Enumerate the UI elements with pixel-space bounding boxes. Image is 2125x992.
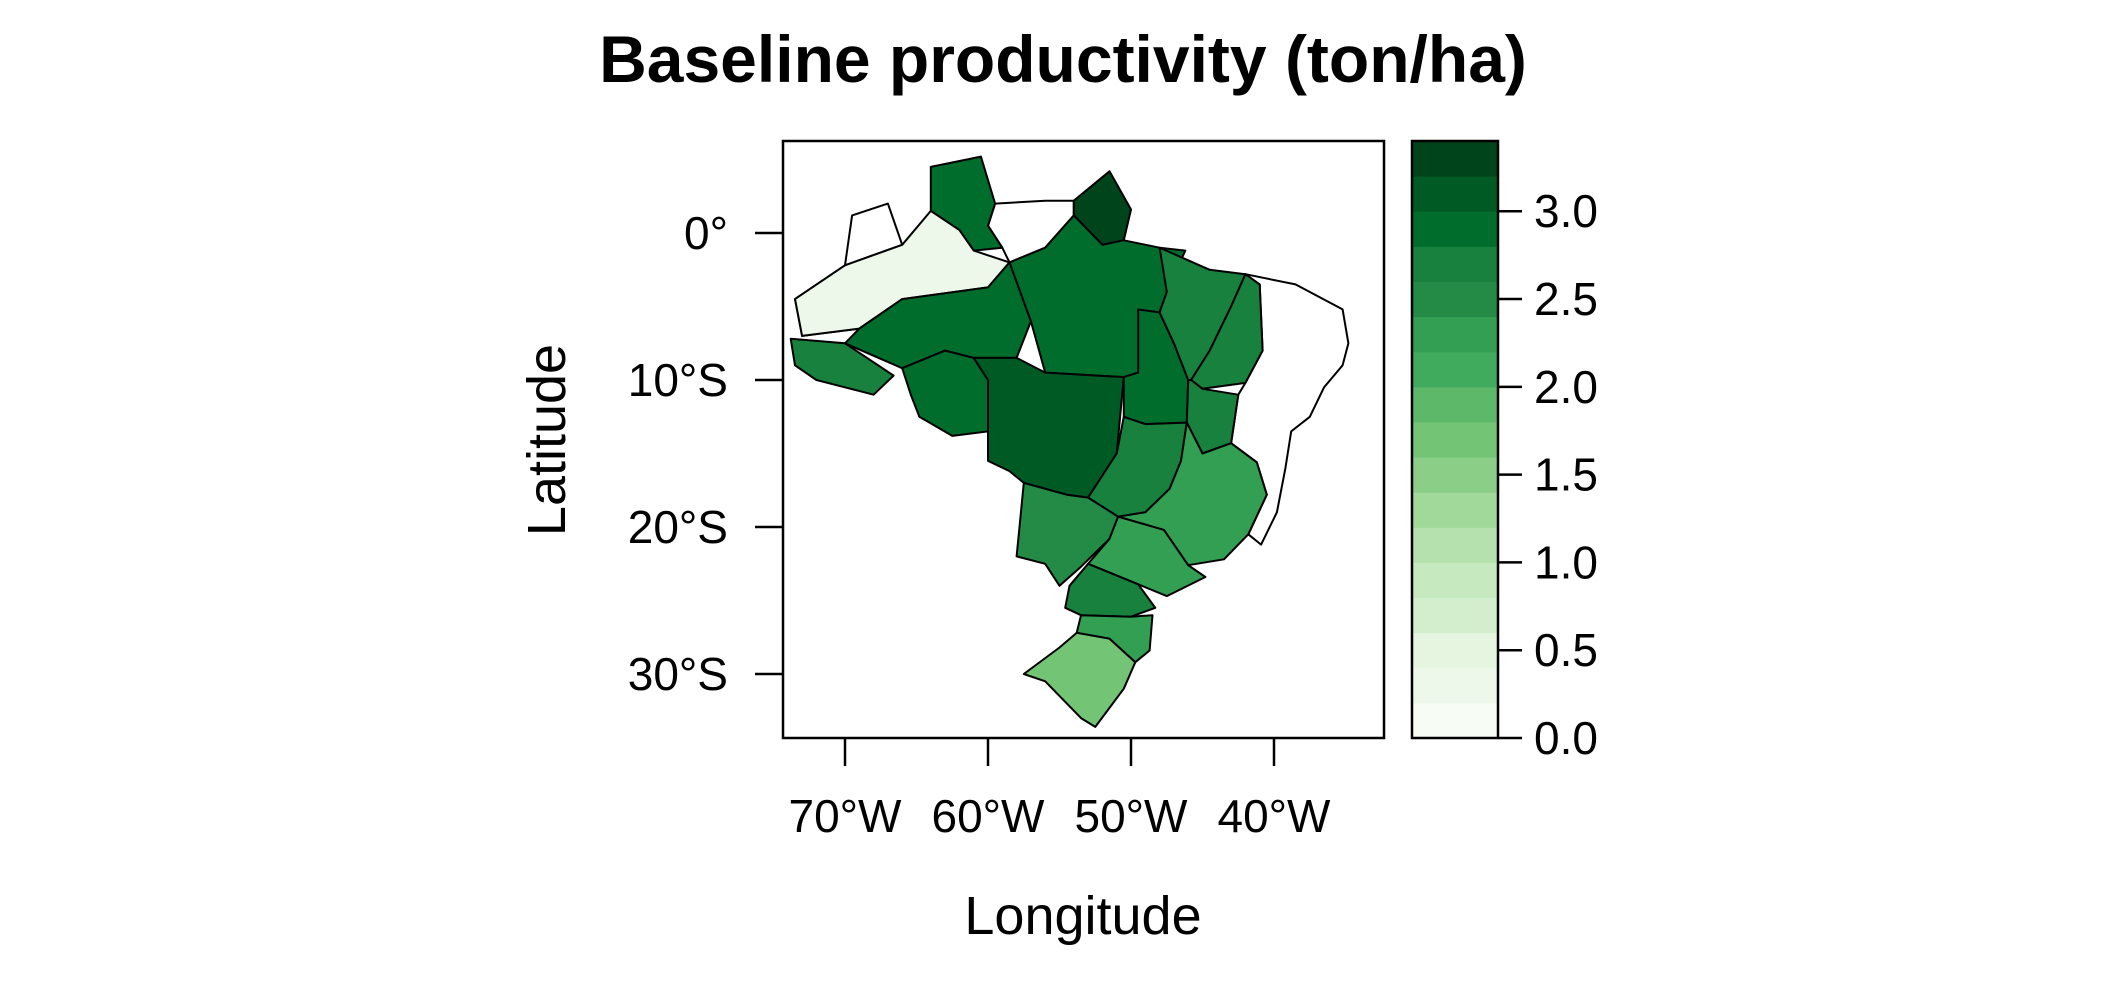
colorbar-bin (1412, 702, 1498, 739)
colorbar-tick-label: 2.5 (1534, 273, 1598, 325)
unshaded-region (1230, 273, 1350, 546)
map-region (789, 337, 895, 396)
y-tick-label: 0° (684, 207, 728, 259)
map-region (1117, 421, 1268, 567)
colorbar-bin (1412, 667, 1498, 704)
colorbar-tick-label: 1.5 (1534, 449, 1598, 501)
colorbar-bin (1412, 176, 1498, 212)
colorbar-bin (1412, 492, 1498, 528)
map-region (1087, 515, 1207, 598)
colorbar-bin (1412, 386, 1498, 423)
colorbar-tick-label: 1.0 (1534, 536, 1598, 588)
colorbar-tick-label: 2.0 (1534, 361, 1598, 413)
y-tick-label: 10°S (628, 354, 728, 406)
x-tick-label: 40°W (1218, 790, 1332, 842)
x-axis-label: Longitude (964, 886, 1201, 946)
x-tick-label: 60°W (932, 790, 1046, 842)
x-axis: 70°W 60°W 50°W 40°W (789, 738, 1332, 842)
map-region (794, 209, 1011, 337)
brazil-map (789, 155, 1350, 728)
colorbar-bin (1412, 632, 1498, 669)
colorbar-bin (1412, 457, 1498, 493)
colorbar-frame (1410, 139, 1500, 740)
map-region (1022, 631, 1137, 728)
colorbar-tick-label: 3.0 (1534, 185, 1598, 237)
colorbar-bin (1412, 211, 1498, 247)
colorbar-bin (1412, 316, 1498, 353)
x-tick-label: 70°W (789, 790, 903, 842)
y-tick-label: 20°S (628, 501, 728, 553)
map-title: Baseline productivity (ton/ha) (599, 22, 1527, 96)
colorbar-bin (1412, 527, 1498, 563)
colorbar-bin (1412, 597, 1498, 634)
colorbar-bin (1412, 562, 1498, 599)
colorbar: 0.0 0.5 1.0 1.5 2.0 2.5 3.0 (1410, 139, 1598, 764)
colorbar-bin (1412, 351, 1498, 388)
colorbar-bin (1412, 246, 1498, 282)
colorbar-tick-label: 0.0 (1534, 712, 1598, 764)
colorbar-bin (1412, 281, 1498, 318)
y-axis-label: Latitude (517, 344, 577, 536)
colorbar-tick-label: 0.5 (1534, 624, 1598, 676)
x-tick-label: 50°W (1075, 790, 1189, 842)
colorbar-bin (1412, 421, 1498, 458)
colorbar-bin (1412, 141, 1498, 177)
y-tick-label: 30°S (628, 648, 728, 700)
y-axis: 0° 10°S 20°S 30°S (628, 207, 783, 700)
